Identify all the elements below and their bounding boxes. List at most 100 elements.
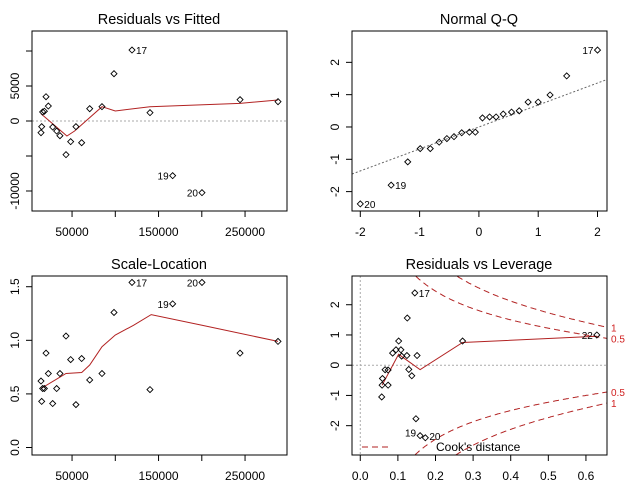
cooks-contour-label: 0.5	[611, 334, 625, 345]
point-label: 19	[405, 429, 417, 440]
cooks-contour-label: 1	[611, 399, 617, 410]
point-label: 22	[582, 331, 594, 342]
panel-title: Residuals vs Fitted	[98, 12, 221, 28]
data-point	[378, 374, 387, 383]
plot-area	[352, 79, 607, 175]
y-tick-label: -2	[328, 420, 342, 431]
data-point	[384, 381, 392, 389]
smooth-line	[40, 99, 278, 137]
data-point	[458, 129, 466, 137]
data-point	[395, 337, 403, 345]
data-point	[37, 377, 45, 385]
x-tick-label: -1	[414, 225, 425, 239]
point-label: 17	[419, 289, 431, 300]
data-point	[78, 139, 86, 147]
point-label: 20	[364, 200, 376, 211]
data-point	[49, 123, 57, 131]
point-label: 19	[158, 300, 170, 311]
x-tick-label: -2	[355, 225, 366, 239]
data-point	[146, 385, 154, 394]
data-point	[392, 346, 400, 354]
data-point	[378, 393, 386, 401]
data-point	[78, 354, 86, 363]
data-point	[53, 127, 61, 135]
y-tick-label: 1	[328, 331, 342, 338]
plot-area	[32, 99, 287, 137]
smooth-line	[381, 335, 597, 386]
data-point	[67, 355, 75, 364]
x-tick-label: 50000	[55, 225, 89, 239]
x-tick-label: 1	[535, 225, 542, 239]
data-point	[515, 107, 523, 115]
panel-title: Scale-Location	[111, 257, 207, 273]
data-point	[450, 133, 458, 141]
cooks-distance-contour	[457, 276, 607, 328]
y-tick-label: -2	[328, 186, 342, 197]
point-label: 17	[136, 278, 148, 289]
data-point	[404, 158, 412, 166]
data-point	[236, 349, 244, 357]
cooks-distance-contour	[414, 391, 607, 455]
smooth-line	[40, 314, 279, 389]
data-point	[86, 376, 94, 384]
point-label: 20	[187, 278, 199, 289]
plot-area	[352, 276, 607, 455]
data-point	[98, 369, 106, 378]
y-tick-label: 0.5	[8, 385, 22, 402]
data-point	[381, 366, 389, 374]
scale-location-panel: Scale-Location 17 19 20 50000 150000 250000 0.…	[8, 257, 288, 483]
data-point	[236, 96, 244, 104]
data-point	[42, 93, 50, 101]
data-point	[534, 98, 542, 106]
x-tick-label: 250000	[225, 225, 265, 239]
cooks-distance-contour	[415, 276, 607, 339]
data-point	[411, 289, 419, 297]
x-tick-label: 0.0	[352, 469, 369, 483]
x-tick-label: 0.6	[578, 469, 595, 483]
data-point	[384, 366, 392, 374]
data-point	[403, 314, 411, 322]
data-point	[42, 349, 50, 357]
legend-label: Cook's distance	[436, 440, 521, 454]
panel-title: Residuals vs Leverage	[406, 257, 553, 273]
x-tick-label: 0.5	[540, 469, 557, 483]
data-point	[44, 102, 52, 110]
plot-frame	[31, 275, 288, 456]
data-point	[408, 372, 416, 380]
x-tick-label: 250000	[225, 469, 265, 483]
data-point	[110, 308, 118, 317]
y-tick-label: 0.0	[8, 439, 22, 456]
data-point	[169, 172, 177, 180]
data-point	[56, 369, 64, 378]
data-point	[67, 138, 75, 146]
data-point	[499, 110, 507, 118]
data-point	[563, 72, 571, 80]
cooks-distance-contour	[455, 402, 607, 455]
y-tick-label: 5000	[8, 72, 22, 99]
point-label: 19	[395, 181, 407, 192]
x-tick-label: 0.1	[390, 469, 407, 483]
data-point	[44, 369, 52, 378]
residuals-vs-leverage-panel: Residuals vs Leverage Cook's distance 0.…	[328, 257, 625, 483]
data-point	[478, 114, 487, 122]
data-point	[435, 138, 443, 146]
data-point	[86, 105, 94, 113]
y-tick-label: 0	[8, 117, 22, 124]
data-point	[110, 70, 118, 78]
x-tick-label: 0.3	[465, 469, 482, 483]
data-point	[128, 46, 136, 54]
data-point	[274, 98, 282, 106]
data-point	[169, 300, 177, 308]
point-label: 20	[187, 189, 199, 200]
y-tick-label: 1.0	[8, 332, 22, 349]
data-point	[40, 384, 49, 393]
data-point	[198, 189, 206, 197]
data-point	[56, 132, 64, 140]
data-point	[98, 103, 106, 111]
data-point	[146, 109, 154, 117]
data-point	[416, 432, 424, 440]
data-point	[62, 332, 70, 340]
data-point	[471, 128, 479, 136]
y-tick-label: -1	[328, 154, 342, 165]
